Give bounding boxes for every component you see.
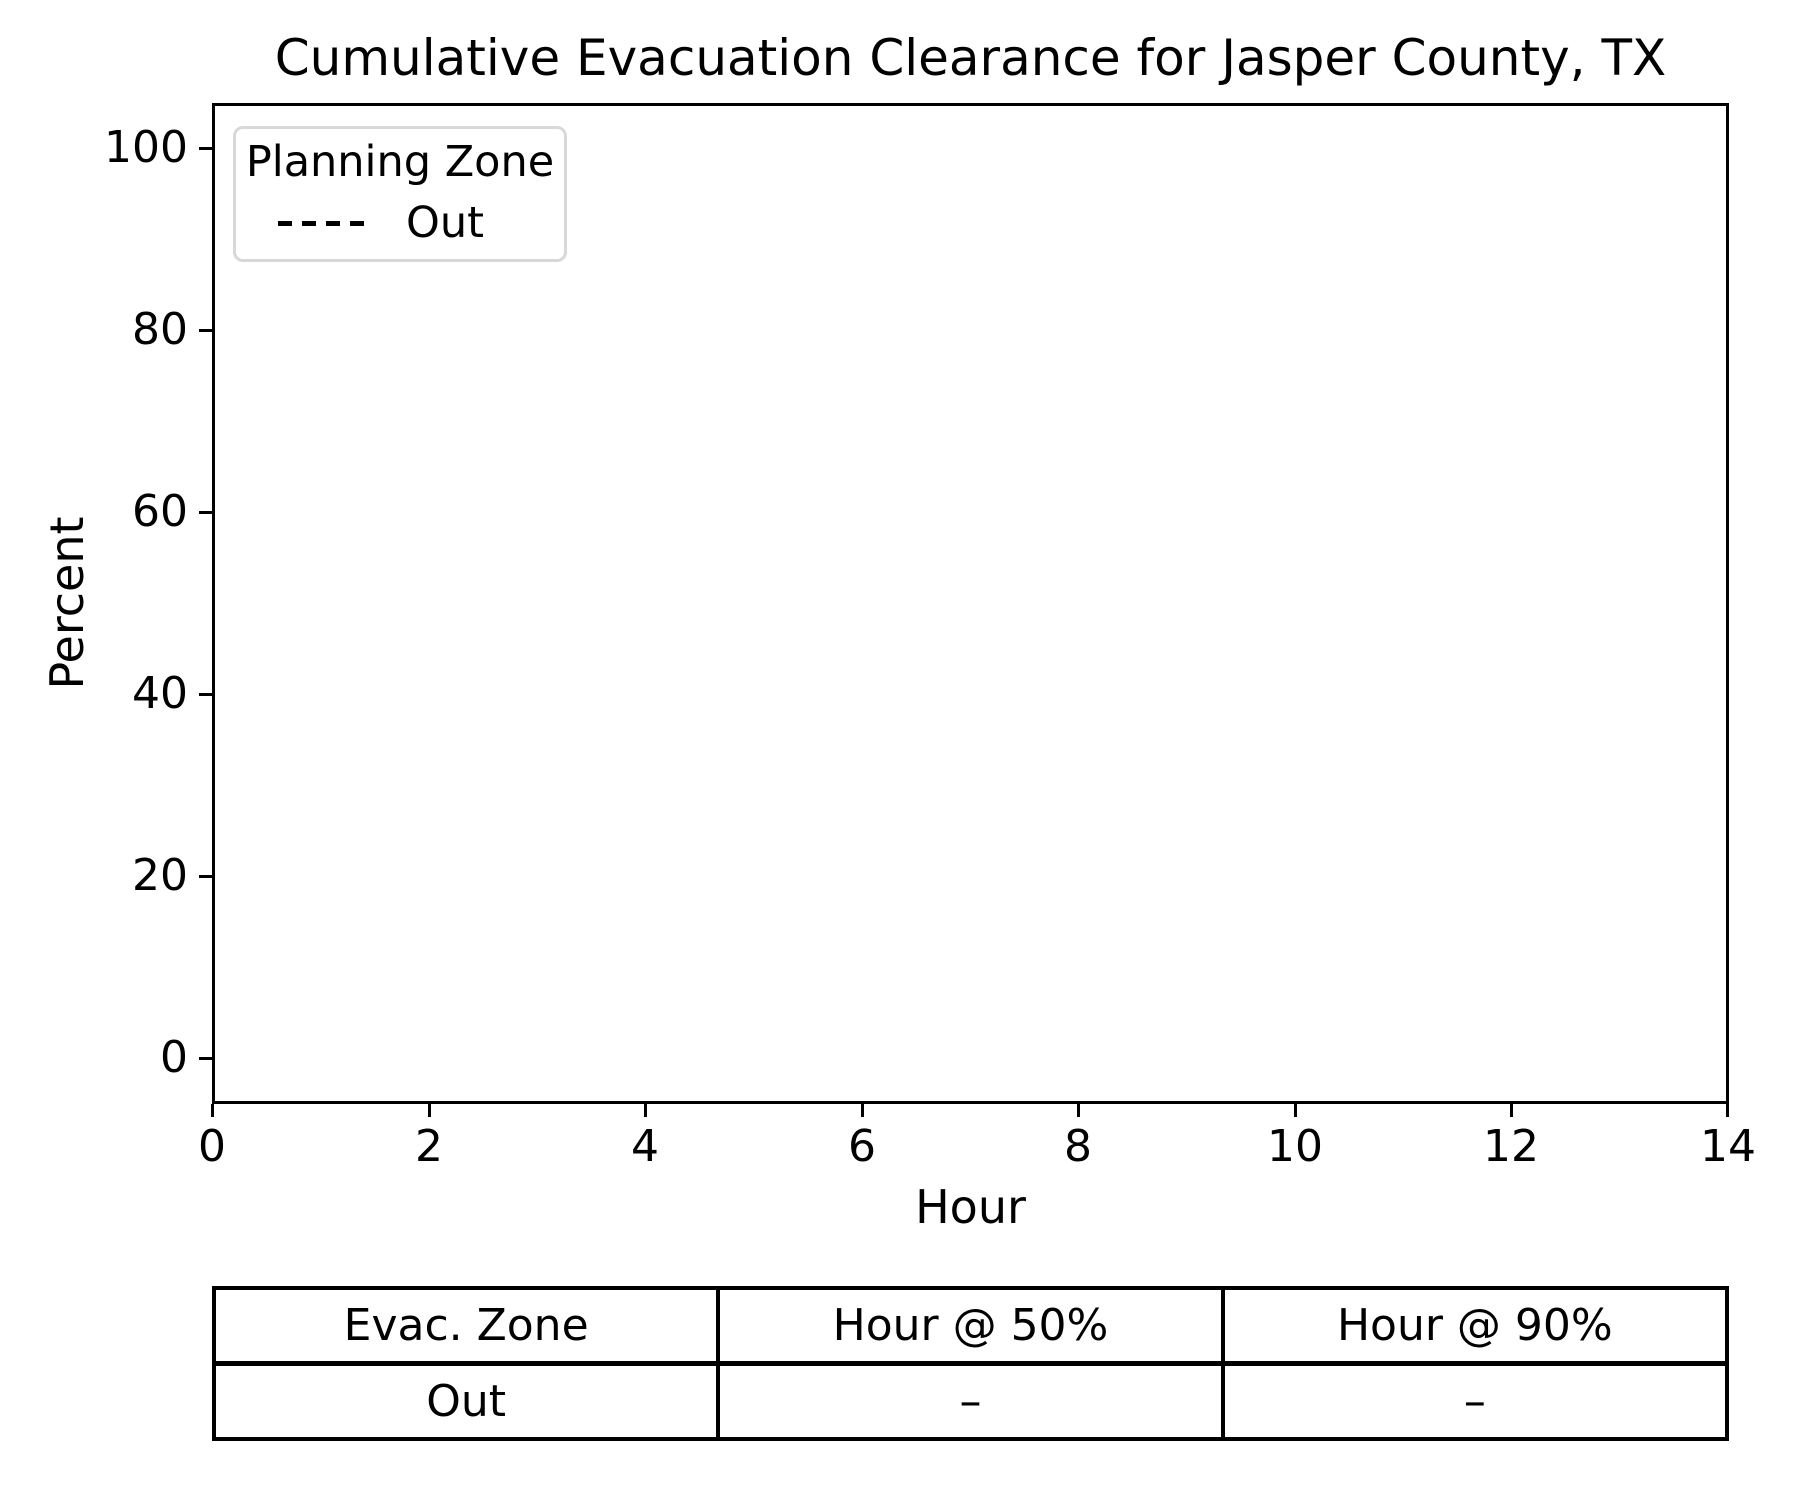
x-tick-label: 8 [1064, 1121, 1092, 1172]
legend: Planning Zone Out [233, 126, 567, 262]
y-tick-mark [199, 329, 212, 332]
x-tick-mark [1077, 1104, 1080, 1117]
x-tick-label: 10 [1267, 1121, 1323, 1172]
legend-entry-label: Out [406, 198, 484, 248]
x-tick-mark [1510, 1104, 1513, 1117]
x-tick-mark [1726, 1104, 1729, 1117]
clearance-summary-table: Evac. Zone Hour @ 50% Hour @ 90% Out – – [211, 1286, 1730, 1441]
y-tick-mark [199, 693, 212, 696]
y-tick-mark [199, 1057, 212, 1060]
y-tick-mark [199, 147, 212, 150]
table-cell-hour-50: – [716, 1361, 1225, 1441]
x-tick-label: 4 [631, 1121, 659, 1172]
dashed-line-sample-icon [278, 221, 364, 226]
y-tick-label: 40 [132, 668, 188, 719]
x-axis-label: Hour [915, 1180, 1026, 1234]
y-axis-label: Percent [40, 516, 94, 690]
x-tick-label: 6 [848, 1121, 876, 1172]
table-header-hour-90: Hour @ 90% [1220, 1286, 1730, 1366]
y-tick-label: 60 [132, 486, 188, 537]
table-header-evac-zone: Evac. Zone [211, 1286, 721, 1366]
x-tick-mark [211, 1104, 214, 1117]
x-tick-mark [428, 1104, 431, 1117]
y-tick-label: 100 [104, 122, 188, 173]
x-tick-mark [861, 1104, 864, 1117]
y-tick-mark [199, 875, 212, 878]
y-tick-label: 80 [132, 304, 188, 355]
x-tick-mark [644, 1104, 647, 1117]
y-tick-label: 20 [132, 850, 188, 901]
x-tick-label: 2 [415, 1121, 443, 1172]
table-cell-zone: Out [211, 1361, 721, 1441]
table-header-row: Evac. Zone Hour @ 50% Hour @ 90% [211, 1286, 1730, 1366]
x-tick-label: 12 [1483, 1121, 1539, 1172]
table-header-hour-50: Hour @ 50% [716, 1286, 1225, 1366]
legend-title: Planning Zone [245, 137, 555, 187]
x-tick-mark [1294, 1104, 1297, 1117]
table-row: Out – – [211, 1361, 1730, 1441]
plot-area [212, 103, 1729, 1104]
chart-title: Cumulative Evacuation Clearance for Jasp… [274, 29, 1667, 87]
x-tick-label: 0 [198, 1121, 226, 1172]
y-tick-label: 0 [160, 1032, 188, 1083]
y-tick-mark [199, 511, 212, 514]
legend-entry-out: Out [278, 202, 564, 245]
table-cell-hour-90: – [1220, 1361, 1730, 1441]
x-tick-label: 14 [1700, 1121, 1756, 1172]
